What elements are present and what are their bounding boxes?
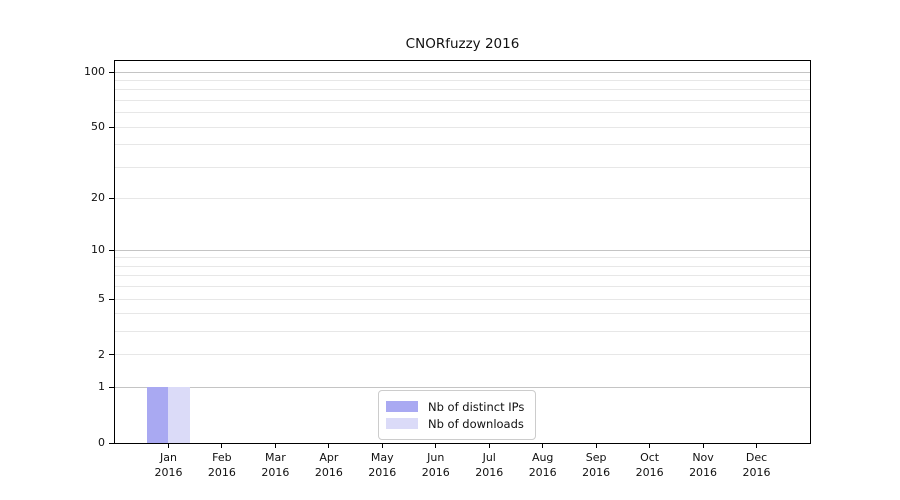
x-tick-mark <box>381 443 383 448</box>
x-tick-label: Jan 2016 <box>154 451 183 479</box>
x-tick-mark <box>328 443 330 448</box>
y-tick-label: 0 <box>98 436 105 449</box>
x-tick-label: Aug 2016 <box>528 451 557 479</box>
plot-area: 0 1 2 5 10 20 50 100 Jan 2016 Feb 2016 Mar 2016 Apr 201… <box>84 60 811 479</box>
x-tick-label: Nov 2016 <box>689 451 718 479</box>
minor-gridline <box>115 257 810 259</box>
x-tick-label: Jul 2016 <box>475 451 504 479</box>
legend-entry-downloads: Nb of downloads <box>386 415 524 432</box>
minor-gridline <box>115 331 810 333</box>
x-tick-label: Feb 2016 <box>207 451 236 479</box>
x-tick-label: Oct 2016 <box>635 451 664 479</box>
x-tick-mark <box>488 443 490 448</box>
minor-gridline <box>115 313 810 315</box>
y-tick-mark <box>109 442 114 444</box>
y-tick-mark <box>109 249 114 251</box>
x-tick-label: Dec 2016 <box>742 451 771 479</box>
minor-gridline <box>115 144 810 146</box>
x-tick-label: Sep 2016 <box>582 451 611 479</box>
y-tick-label: 20 <box>91 191 105 205</box>
legend-entry-distinct-ips: Nb of distinct IPs <box>386 398 524 415</box>
minor-gridline <box>115 298 810 300</box>
legend: Nb of distinct IPs Nb of downloads <box>378 390 537 440</box>
y-tick-label: 1 <box>98 380 105 394</box>
legend-label-downloads: Nb of downloads <box>428 416 524 431</box>
minor-gridline <box>115 354 810 356</box>
minor-gridline <box>115 197 810 199</box>
minor-gridline <box>115 265 810 267</box>
minor-gridline <box>115 112 810 114</box>
legend-swatch-downloads <box>386 418 418 429</box>
x-tick-label: Mar 2016 <box>261 451 290 479</box>
x-tick-mark <box>435 443 437 448</box>
y-tick-label: 100 <box>84 65 105 79</box>
minor-gridline <box>115 286 810 288</box>
y-tick-label: 2 <box>98 347 105 361</box>
x-tick-mark <box>274 443 276 448</box>
y-tick-mark <box>109 197 114 199</box>
y-tick-mark <box>109 386 114 388</box>
minor-gridline <box>115 126 810 128</box>
chart-title: CNORfuzzy 2016 <box>405 36 520 52</box>
x-tick-mark <box>702 443 704 448</box>
y-tick-label: 10 <box>91 243 105 257</box>
minor-gridline <box>115 80 810 81</box>
x-tick-mark <box>756 443 758 448</box>
minor-gridline <box>115 89 810 91</box>
x-tick-label: Apr 2016 <box>314 451 343 479</box>
y-tick-mark <box>109 126 114 128</box>
minor-gridline <box>115 99 810 101</box>
y-tick-label: 50 <box>91 120 105 134</box>
x-tick-label: Jun 2016 <box>421 451 450 479</box>
major-gridline <box>115 249 810 251</box>
x-tick-mark <box>649 443 651 448</box>
minor-gridline <box>115 166 810 168</box>
major-gridline <box>115 71 810 73</box>
y-tick-mark <box>109 71 114 73</box>
x-tick-mark <box>595 443 597 448</box>
x-tick-label: May 2016 <box>368 451 397 479</box>
y-tick-mark <box>109 354 114 356</box>
legend-label-distinct-ips: Nb of distinct IPs <box>428 399 525 414</box>
y-tick-label: 5 <box>98 292 105 305</box>
legend-swatch-distinct-ips <box>386 401 418 412</box>
minor-gridline <box>115 275 810 277</box>
major-gridline <box>115 386 810 388</box>
bar-distinct-ips <box>147 387 169 443</box>
x-tick-mark <box>542 443 544 448</box>
y-tick-mark <box>109 298 114 300</box>
x-tick-mark <box>221 443 223 448</box>
x-tick-mark <box>167 443 169 448</box>
bar-downloads <box>168 387 190 443</box>
